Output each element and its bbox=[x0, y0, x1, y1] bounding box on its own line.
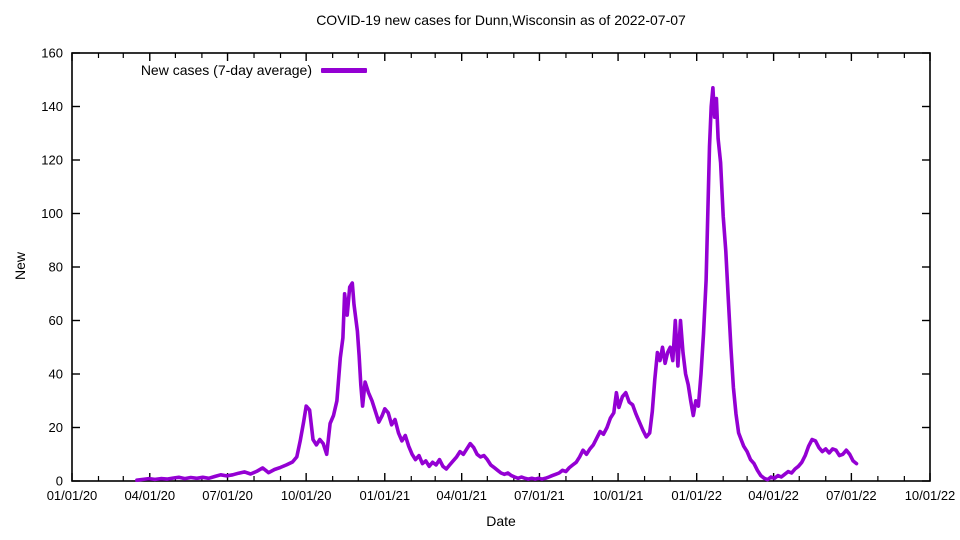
data-line bbox=[135, 86, 859, 483]
x-tick-label: 07/01/21 bbox=[514, 488, 565, 503]
plot-border bbox=[71, 52, 931, 482]
y-tick-label: 80 bbox=[49, 260, 63, 275]
y-tick-label: 160 bbox=[41, 46, 63, 61]
x-tick-label: 10/01/20 bbox=[281, 488, 332, 503]
y-tick-label: 120 bbox=[41, 153, 63, 168]
y-tick-label: 0 bbox=[56, 474, 63, 489]
chart-title: COVID-19 new cases for Dunn,Wisconsin as… bbox=[316, 12, 686, 28]
x-tick-label: 01/01/20 bbox=[47, 488, 98, 503]
y-tick-label: 60 bbox=[49, 313, 63, 328]
y-tick-label: 100 bbox=[41, 206, 63, 221]
x-tick-label: 04/01/20 bbox=[124, 488, 175, 503]
x-tick-label: 01/01/21 bbox=[359, 488, 410, 503]
legend: New cases (7-day average) bbox=[72, 61, 367, 79]
x-tick-label: 10/01/21 bbox=[593, 488, 644, 503]
x-tick-label: 07/01/20 bbox=[202, 488, 253, 503]
y-axis-title: New bbox=[12, 252, 28, 281]
x-tick-label: 04/01/21 bbox=[436, 488, 487, 503]
x-tick-label: 01/01/22 bbox=[671, 488, 722, 503]
x-tick-label: 07/01/22 bbox=[826, 488, 877, 503]
x-tick-label: 10/01/22 bbox=[905, 488, 956, 503]
legend-line-sample-icon bbox=[321, 67, 367, 73]
y-tick-label: 140 bbox=[41, 99, 63, 114]
x-axis-title: Date bbox=[486, 513, 516, 529]
legend-label: New cases (7-day average) bbox=[140, 62, 312, 78]
y-tick-label: 20 bbox=[49, 420, 63, 435]
x-tick-label: 04/01/22 bbox=[748, 488, 799, 503]
y-tick-label: 40 bbox=[49, 367, 63, 382]
